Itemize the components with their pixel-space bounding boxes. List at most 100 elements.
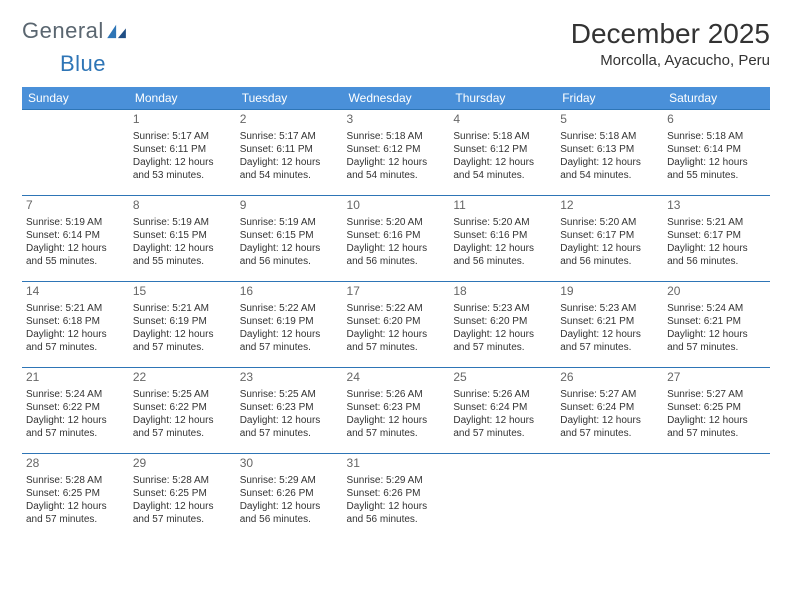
- calendar-cell: 6Sunrise: 5:18 AMSunset: 6:14 PMDaylight…: [663, 110, 770, 196]
- sunrise-text: Sunrise: 5:27 AM: [667, 388, 766, 401]
- sunset-text: Sunset: 6:17 PM: [667, 229, 766, 242]
- daylight-text: Daylight: 12 hours and 57 minutes.: [240, 414, 339, 440]
- calendar-cell: 31Sunrise: 5:29 AMSunset: 6:26 PMDayligh…: [343, 454, 450, 540]
- calendar-cell: 25 Sunrise: 5:26 AMSunset: 6:24 PMDayligh…: [449, 368, 556, 454]
- daylight-text: Daylight: 12 hours and 56 minutes.: [560, 242, 659, 268]
- weekday-tuesday: Tuesday: [236, 87, 343, 110]
- calendar-cell: 22Sunrise: 5:25 AMSunset: 6:22 PMDayligh…: [129, 368, 236, 454]
- sunrise-text: Sunrise: 5:26 AM: [453, 388, 552, 401]
- sunrise-text: Sunrise: 5:18 AM: [560, 130, 659, 143]
- calendar-cell: 20Sunrise: 5:24 AMSunset: 6:21 PMDayligh…: [663, 282, 770, 368]
- daylight-text: Daylight: 12 hours and 56 minutes.: [347, 500, 446, 526]
- day-number: 4: [453, 112, 552, 128]
- sunrise-text: Sunrise: 5:18 AM: [347, 130, 446, 143]
- sunset-text: Sunset: 6:19 PM: [240, 315, 339, 328]
- day-number: 18: [453, 284, 552, 300]
- day-number: 24: [347, 370, 446, 386]
- day-number: 19: [560, 284, 659, 300]
- daylight-text: Daylight: 12 hours and 55 minutes.: [667, 156, 766, 182]
- calendar-cell: [663, 454, 770, 540]
- sunrise-text: Sunrise: 5:27 AM: [560, 388, 659, 401]
- daylight-text: Daylight: 12 hours and 57 minutes.: [240, 328, 339, 354]
- sunset-text: Sunset: 6:25 PM: [133, 487, 232, 500]
- calendar-cell: 30Sunrise: 5:29 AMSunset: 6:26 PMDayligh…: [236, 454, 343, 540]
- calendar-cell: 2Sunrise: 5:17 AMSunset: 6:11 PMDaylight…: [236, 110, 343, 196]
- calendar-cell: 14Sunrise: 5:21 AMSunset: 6:18 PMDayligh…: [22, 282, 129, 368]
- sunrise-text: Sunrise: 5:20 AM: [453, 216, 552, 229]
- day-number: 20: [667, 284, 766, 300]
- day-number: 25: [453, 370, 552, 386]
- daylight-text: Daylight: 12 hours and 57 minutes.: [453, 328, 552, 354]
- calendar-cell: 28Sunrise: 5:28 AMSunset: 6:25 PMDayligh…: [22, 454, 129, 540]
- sunrise-text: Sunrise: 5:26 AM: [347, 388, 446, 401]
- day-number: 22: [133, 370, 232, 386]
- calendar-cell: 12Sunrise: 5:20 AMSunset: 6:17 PMDayligh…: [556, 196, 663, 282]
- sunrise-text: Sunrise: 5:18 AM: [453, 130, 552, 143]
- sunset-text: Sunset: 6:14 PM: [667, 143, 766, 156]
- sunset-text: Sunset: 6:12 PM: [453, 143, 552, 156]
- sunset-text: Sunset: 6:25 PM: [26, 487, 125, 500]
- calendar-cell: 4Sunrise: 5:18 AMSunset: 6:12 PMDaylight…: [449, 110, 556, 196]
- daylight-text: Daylight: 12 hours and 57 minutes.: [667, 414, 766, 440]
- sunset-text: Sunset: 6:26 PM: [240, 487, 339, 500]
- sunrise-text: Sunrise: 5:29 AM: [240, 474, 339, 487]
- daylight-text: Daylight: 12 hours and 57 minutes.: [26, 500, 125, 526]
- day-number: 12: [560, 198, 659, 214]
- calendar-cell: 8Sunrise: 5:19 AMSunset: 6:15 PMDaylight…: [129, 196, 236, 282]
- calendar-cell: 11Sunrise: 5:20 AMSunset: 6:16 PMDayligh…: [449, 196, 556, 282]
- sunset-text: Sunset: 6:20 PM: [453, 315, 552, 328]
- calendar-row: 14Sunrise: 5:21 AMSunset: 6:18 PMDayligh…: [22, 282, 770, 368]
- calendar-row: 1Sunrise: 5:17 AMSunset: 6:11 PMDaylight…: [22, 110, 770, 196]
- daylight-text: Daylight: 12 hours and 57 minutes.: [560, 414, 659, 440]
- day-number: 2: [240, 112, 339, 128]
- daylight-text: Daylight: 12 hours and 57 minutes.: [133, 328, 232, 354]
- day-number: 27: [667, 370, 766, 386]
- daylight-text: Daylight: 12 hours and 57 minutes.: [667, 328, 766, 354]
- sunset-text: Sunset: 6:14 PM: [26, 229, 125, 242]
- day-number: 1: [133, 112, 232, 128]
- calendar-cell: 26Sunrise: 5:27 AMSunset: 6:24 PMDayligh…: [556, 368, 663, 454]
- sunset-text: Sunset: 6:13 PM: [560, 143, 659, 156]
- day-number: 28: [26, 456, 125, 472]
- daylight-text: Daylight: 12 hours and 56 minutes.: [453, 242, 552, 268]
- day-number: 23: [240, 370, 339, 386]
- sunrise-text: Sunrise: 5:22 AM: [240, 302, 339, 315]
- weekday-header-row: Sunday Monday Tuesday Wednesday Thursday…: [22, 87, 770, 110]
- sunrise-text: Sunrise: 5:21 AM: [133, 302, 232, 315]
- day-number: 10: [347, 198, 446, 214]
- calendar-cell: 18Sunrise: 5:23 AMSunset: 6:20 PMDayligh…: [449, 282, 556, 368]
- day-number: 30: [240, 456, 339, 472]
- daylight-text: Daylight: 12 hours and 57 minutes.: [453, 414, 552, 440]
- sunrise-text: Sunrise: 5:19 AM: [26, 216, 125, 229]
- calendar-row: 7Sunrise: 5:19 AMSunset: 6:14 PMDaylight…: [22, 196, 770, 282]
- sunset-text: Sunset: 6:23 PM: [347, 401, 446, 414]
- logo-word-general: General: [22, 18, 104, 44]
- calendar-cell: 3Sunrise: 5:18 AMSunset: 6:12 PMDaylight…: [343, 110, 450, 196]
- title-block: December 2025 Morcolla, Ayacucho, Peru: [571, 18, 770, 69]
- weekday-sunday: Sunday: [22, 87, 129, 110]
- sunset-text: Sunset: 6:15 PM: [240, 229, 339, 242]
- sunrise-text: Sunrise: 5:25 AM: [240, 388, 339, 401]
- sunrise-text: Sunrise: 5:22 AM: [347, 302, 446, 315]
- sunrise-text: Sunrise: 5:28 AM: [133, 474, 232, 487]
- day-number: 14: [26, 284, 125, 300]
- sunrise-text: Sunrise: 5:21 AM: [667, 216, 766, 229]
- calendar-cell: 24Sunrise: 5:26 AMSunset: 6:23 PMDayligh…: [343, 368, 450, 454]
- calendar-cell: 16Sunrise: 5:22 AMSunset: 6:19 PMDayligh…: [236, 282, 343, 368]
- calendar-cell: 1Sunrise: 5:17 AMSunset: 6:11 PMDaylight…: [129, 110, 236, 196]
- sunset-text: Sunset: 6:20 PM: [347, 315, 446, 328]
- day-number: 8: [133, 198, 232, 214]
- location: Morcolla, Ayacucho, Peru: [571, 52, 770, 69]
- sunset-text: Sunset: 6:24 PM: [453, 401, 552, 414]
- calendar-cell: 29Sunrise: 5:28 AMSunset: 6:25 PMDayligh…: [129, 454, 236, 540]
- sunrise-text: Sunrise: 5:17 AM: [133, 130, 232, 143]
- daylight-text: Daylight: 12 hours and 56 minutes.: [240, 242, 339, 268]
- weekday-thursday: Thursday: [449, 87, 556, 110]
- calendar-cell: 27Sunrise: 5:27 AMSunset: 6:25 PMDayligh…: [663, 368, 770, 454]
- logo-word-blue: Blue: [60, 51, 106, 77]
- sunrise-text: Sunrise: 5:20 AM: [347, 216, 446, 229]
- sunrise-text: Sunrise: 5:29 AM: [347, 474, 446, 487]
- sunset-text: Sunset: 6:15 PM: [133, 229, 232, 242]
- daylight-text: Daylight: 12 hours and 55 minutes.: [133, 242, 232, 268]
- daylight-text: Daylight: 12 hours and 57 minutes.: [133, 500, 232, 526]
